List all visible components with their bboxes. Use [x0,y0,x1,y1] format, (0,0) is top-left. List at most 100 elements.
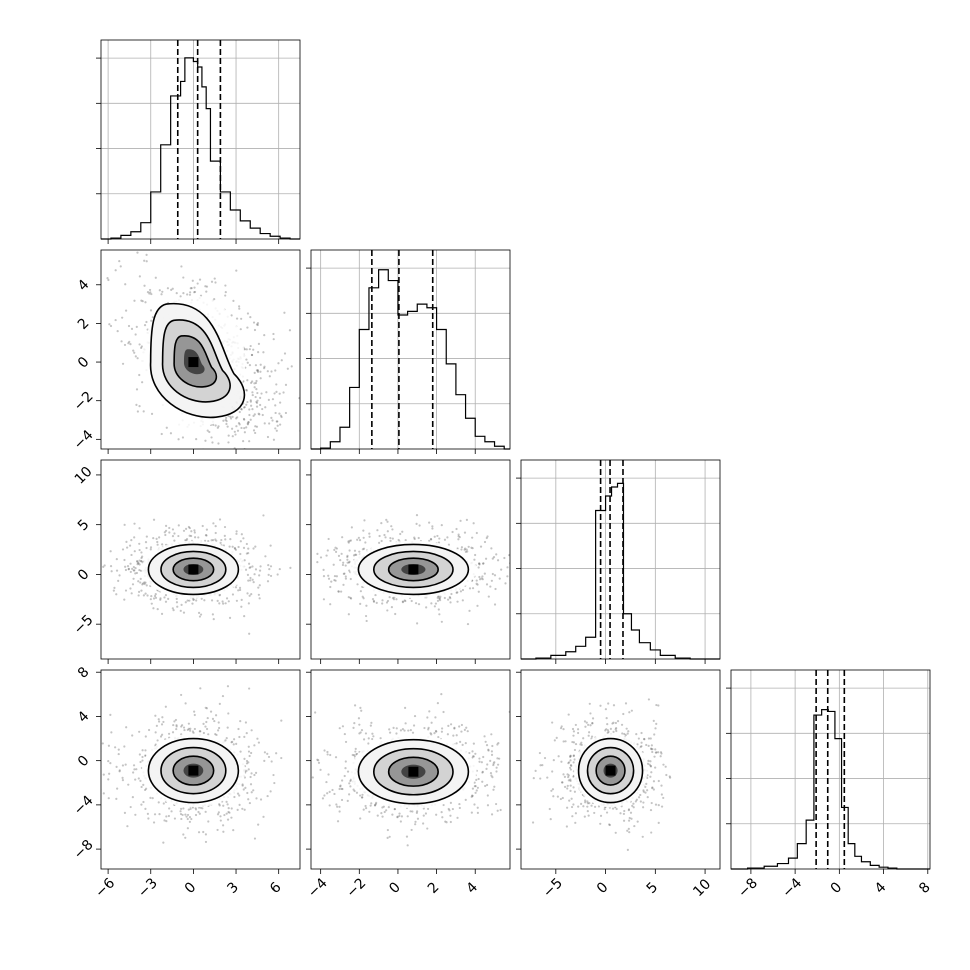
scatter-point [188,534,191,537]
scatter-point [458,535,461,539]
scatter-point [217,721,220,724]
scatter-point [253,386,256,389]
scatter-point [240,605,243,608]
scatter-point [333,578,336,582]
scatter-point [348,539,351,542]
scatter-point [316,561,319,564]
scatter-point [326,750,329,754]
scatter-point [188,526,191,530]
scatter-point [486,794,489,797]
scatter-point [476,806,479,809]
scatter-point [659,755,662,758]
scatter-point [197,611,201,614]
scatter-point [406,844,409,847]
scatter-point [650,831,653,834]
scatter-point [189,807,192,811]
scatter-point [328,790,331,793]
scatter-point [254,568,258,571]
scatter-point [144,807,147,810]
scatter-point [655,751,658,754]
scatter-point [238,794,241,797]
scatter-point [628,816,631,820]
scatter-point [124,763,127,766]
scatter-point [435,813,438,816]
scatter-point [138,542,141,545]
histogram-series-4 [731,709,930,870]
scatter-point [588,802,591,805]
scatter-point [246,326,249,329]
scatter-point [204,534,208,537]
scatter-point [290,365,293,368]
scatter-point [347,613,350,616]
scatter-point [492,762,495,765]
scatter-point [566,784,569,788]
scatter-point [247,745,250,748]
scatter-point [182,807,185,810]
scatter-point [343,732,346,736]
scatter-point [353,754,356,757]
scatter-point [181,813,184,817]
scatter-point [438,613,441,616]
scatter-point [579,743,582,746]
scatter-point [616,720,620,723]
scatter-point [205,290,208,293]
scatter-point [114,269,117,272]
scatter-point [243,757,246,760]
scatter-point [190,287,193,290]
scatter-point [133,550,136,553]
scatter-point [490,750,494,753]
scatter-point [245,403,248,406]
scatter-point [131,583,135,586]
scatter-point [193,727,196,731]
scatter-point [138,753,141,756]
scatter-point [338,805,341,808]
scatter-point [243,808,246,811]
scatter-point [480,761,483,764]
scatter-point [204,840,208,844]
scatter-point [384,536,387,539]
scatter-point [355,791,359,794]
scatter-point [226,726,229,729]
scatter-point [193,291,196,294]
scatter-point [372,735,375,738]
density-panel-1-3 [100,459,301,660]
scatter-point [555,736,558,739]
scatter-point [173,539,176,542]
scatter-point [492,763,495,767]
scatter-point [358,732,361,735]
scatter-point [660,793,663,796]
scatter-point [472,755,475,758]
scatter-point [225,420,228,423]
scatter-point [175,601,179,604]
scatter-point [237,589,240,592]
scatter-point [436,599,440,602]
scatter-point [244,568,248,571]
scatter-point [380,812,383,815]
scatter-point [323,794,326,797]
scatter-point [351,753,354,757]
scatter-point [401,601,405,604]
scatter-point [181,724,184,727]
scatter-point [131,734,134,737]
scatter-point [221,452,223,454]
scatter-point [559,727,563,730]
scatter-point [154,714,157,717]
scatter-point [259,363,262,366]
scatter-point [374,802,377,806]
density-peak [188,357,199,368]
scatter-point [186,827,189,830]
scatter-point [199,613,203,616]
scatter-point [168,807,171,810]
scatter-point [252,789,255,792]
scatter-point [347,561,351,564]
scatter-point [443,538,447,541]
scatter-point [247,420,250,424]
scatter-point [477,777,480,781]
scatter-point [245,732,248,735]
scatter-point [214,733,217,736]
scatter-point [247,768,250,771]
scatter-point [142,410,145,413]
scatter-point [138,275,141,278]
scatter-point [389,539,392,542]
scatter-point [204,439,207,442]
